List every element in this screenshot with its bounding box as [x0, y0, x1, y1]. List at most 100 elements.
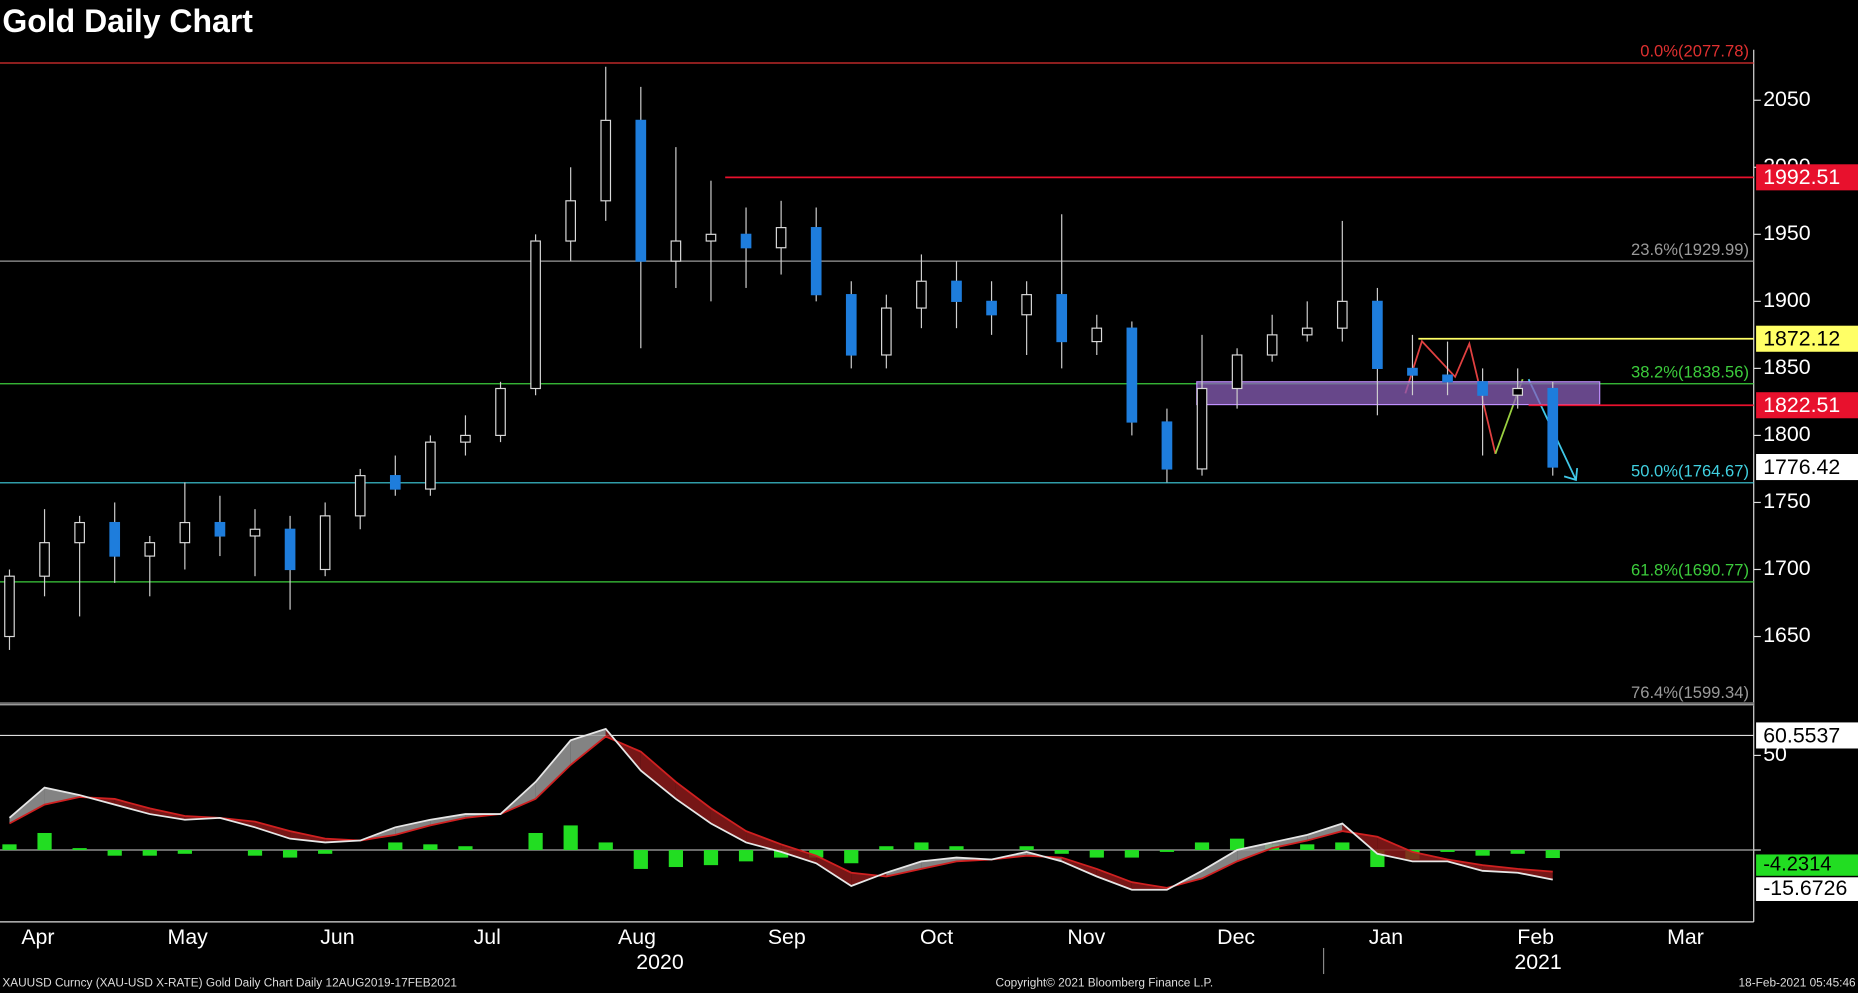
- level-label: 1822.51: [1763, 393, 1840, 417]
- level-box: [1756, 392, 1858, 419]
- histogram-bar: [1545, 850, 1560, 859]
- candle-body: [600, 119, 612, 202]
- x-tick-label: Jul: [474, 925, 501, 949]
- candle-body: [460, 434, 471, 443]
- candle-body: [1442, 374, 1453, 383]
- y-tick-label: 1900: [1763, 288, 1811, 312]
- macd-fill: [500, 781, 536, 815]
- macd-fill: [535, 740, 571, 799]
- x-tick-label: Dec: [1217, 925, 1255, 949]
- level-box: [1756, 722, 1858, 749]
- histogram-bar: [1194, 842, 1210, 851]
- candle-body: [144, 542, 156, 557]
- candle-body: [389, 475, 401, 490]
- macd-line: [8, 727, 1553, 891]
- candle-body: [1477, 381, 1488, 396]
- histogram-bar: [72, 848, 87, 851]
- candle-body: [179, 521, 191, 544]
- histogram-bar: [318, 850, 333, 854]
- candle-body: [530, 240, 541, 390]
- histogram-bar: [1019, 846, 1034, 851]
- candle-body: [39, 542, 50, 577]
- level-box: [1756, 164, 1858, 191]
- price-box: [1756, 453, 1858, 481]
- candle-body: [1301, 327, 1313, 336]
- y-tick-label: 1850: [1763, 355, 1811, 379]
- y-tick-label: 1800: [1763, 422, 1811, 446]
- x-tick-label: May: [168, 925, 209, 949]
- macd-fill: [1307, 823, 1343, 841]
- histogram-bar: [177, 850, 192, 854]
- macd-fill: [360, 827, 396, 841]
- histogram-bar: [844, 850, 859, 864]
- footer: XAUUSD Curncy (XAU-USD X-RATE) Gold Dail…: [2, 976, 457, 990]
- candle-body: [881, 307, 892, 356]
- macd-label: -15.6726: [1763, 876, 1847, 900]
- histogram-bar: [282, 850, 298, 858]
- level-box: [1756, 325, 1858, 352]
- price-label: 1776.42: [1763, 455, 1840, 479]
- candle-body: [1372, 300, 1383, 369]
- y-tick-label: 2050: [1763, 87, 1811, 111]
- candle-body: [1266, 334, 1278, 356]
- macd-fill: [9, 787, 45, 824]
- candle-body: [1196, 387, 1208, 470]
- candle-body: [916, 280, 927, 309]
- macd-fill: [395, 819, 431, 835]
- x-tick-label: Sep: [768, 925, 806, 949]
- histogram-bar: [738, 850, 754, 862]
- pattern-arrow: [1563, 467, 1579, 482]
- histogram-bar: [914, 842, 929, 851]
- fib-label: 38.2%(1838.56): [1631, 362, 1749, 381]
- macd-fill: [886, 861, 922, 877]
- signal-line: [9, 735, 1553, 889]
- macd-fill: [114, 798, 150, 815]
- fib-label: 50.0%(1764.67): [1631, 461, 1749, 480]
- x-tick-label: Mar: [1667, 925, 1704, 949]
- macd-fill: [149, 808, 185, 820]
- macd-fill: [1272, 834, 1308, 849]
- histogram-bar: [1475, 850, 1490, 856]
- histogram-bar: [563, 825, 578, 851]
- candle-body: [1231, 354, 1243, 390]
- year-label: 2020: [636, 950, 684, 974]
- histogram-bar: [423, 844, 438, 851]
- fib-label: 0.0%(2077.78): [1640, 42, 1749, 61]
- candle-body: [775, 227, 787, 249]
- candle-body: [4, 575, 15, 638]
- candle-body: [845, 294, 857, 356]
- histogram-bar: [528, 832, 543, 851]
- candle-body: [284, 528, 296, 571]
- y-tick-label: 1700: [1763, 556, 1811, 580]
- macd-fill: [1237, 842, 1273, 862]
- candle-body: [1056, 294, 1068, 343]
- macd-fill: [816, 855, 852, 886]
- level-label: 60.5537: [1763, 723, 1840, 747]
- footer: 18-Feb-2021 05:45:46: [1739, 976, 1856, 990]
- candle-body: [1091, 327, 1103, 343]
- macd-fill: [430, 814, 466, 826]
- zone: [1196, 381, 1601, 406]
- histogram-bar: [633, 850, 648, 869]
- histogram-bar: [1300, 844, 1315, 851]
- histogram-bar: [879, 846, 894, 851]
- histogram-bar: [142, 850, 157, 856]
- macd-fill: [640, 751, 676, 799]
- histogram-bar: [809, 850, 824, 858]
- macd-fill: [710, 808, 747, 843]
- candle-body: [810, 227, 822, 296]
- histogram-bar: [1229, 838, 1245, 851]
- x-tick-label: Oct: [920, 925, 953, 949]
- histogram-bar: [37, 832, 52, 851]
- histogram-bar: [388, 842, 403, 851]
- y-tick-label: 1750: [1763, 489, 1811, 513]
- candle-body: [425, 441, 436, 490]
- candle-body: [951, 280, 962, 302]
- macd-fill: [781, 844, 817, 864]
- candle-body: [705, 233, 717, 242]
- x-tick-label: Jun: [320, 925, 354, 949]
- histogram-bar: [1089, 850, 1104, 858]
- fib-label: 61.8%(1690.77): [1631, 561, 1749, 580]
- candle-body: [109, 521, 121, 557]
